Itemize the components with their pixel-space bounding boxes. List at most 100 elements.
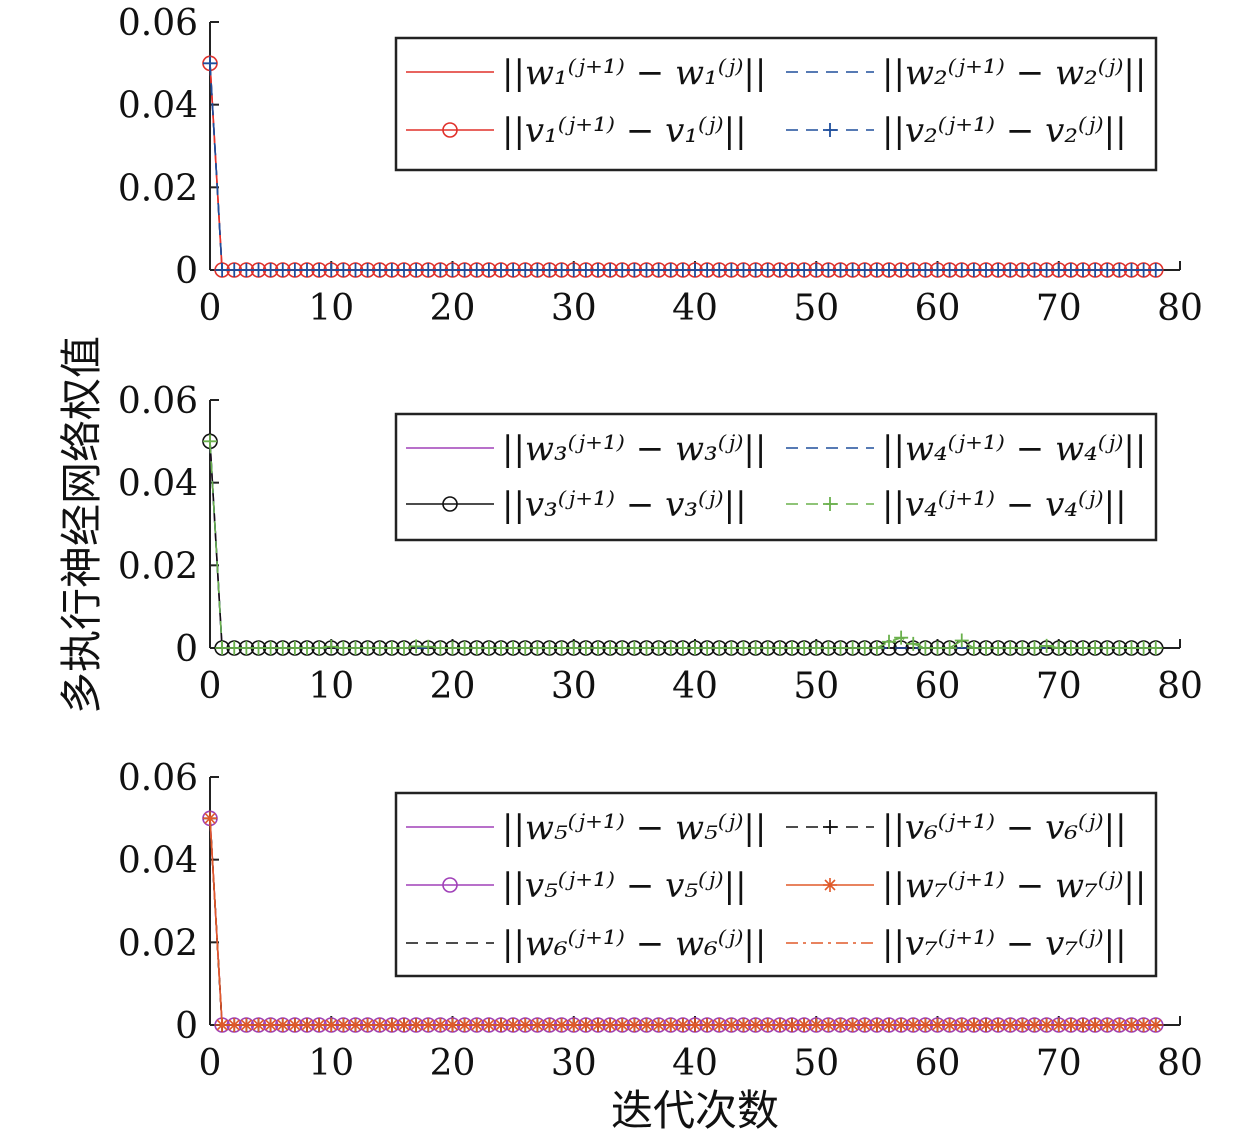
data-point <box>942 641 957 655</box>
data-point <box>1100 263 1115 277</box>
legend-box <box>394 412 1158 542</box>
data-point <box>457 263 472 277</box>
legend-label: ||v₂⁽ʲ⁺¹⁾ − v₂⁽ʲ⁾|| <box>882 111 1127 151</box>
data-point <box>336 263 351 277</box>
data-point <box>639 263 654 277</box>
data-point <box>1124 1018 1139 1032</box>
data-point <box>397 641 411 655</box>
data-point <box>1076 263 1090 277</box>
x-tick-label: 50 <box>793 1043 839 1084</box>
data-point <box>1003 263 1018 277</box>
data-point <box>1039 263 1054 277</box>
x-tick-label: 10 <box>308 1043 354 1084</box>
data-point <box>263 641 278 655</box>
data-point <box>748 263 763 277</box>
data-point <box>287 641 302 655</box>
data-point <box>821 263 836 277</box>
data-point <box>627 641 642 655</box>
data-point <box>312 641 327 655</box>
data-point <box>287 263 302 277</box>
data-point <box>554 1018 569 1032</box>
data-point <box>215 263 230 277</box>
data-point <box>203 56 217 71</box>
data-point <box>1124 641 1139 655</box>
data-point <box>1112 263 1127 277</box>
data-point <box>421 639 436 654</box>
x-tick-label: 0 <box>199 288 222 329</box>
data-point <box>1063 263 1078 277</box>
data-point <box>542 641 557 655</box>
legend-label: ||w₆⁽ʲ⁺¹⁾ − w₆⁽ʲ⁾|| <box>502 924 766 964</box>
legend-label: ||v₁⁽ʲ⁺¹⁾ − v₁⁽ʲ⁾|| <box>502 111 747 151</box>
data-point <box>348 1018 363 1032</box>
data-point <box>1088 263 1103 277</box>
x-tick-label: 0 <box>199 1043 222 1084</box>
data-point <box>1148 641 1163 655</box>
legend-swatch-marker <box>442 496 458 512</box>
data-point <box>785 263 799 277</box>
data-point <box>445 263 460 277</box>
data-point <box>627 263 642 277</box>
data-point <box>506 641 521 655</box>
x-tick-label: 30 <box>551 1043 597 1084</box>
data-point <box>700 641 715 655</box>
x-tick-label: 0 <box>199 666 222 707</box>
data-point <box>772 263 787 277</box>
data-point <box>457 1018 472 1032</box>
data-point <box>882 263 896 277</box>
data-point <box>857 641 872 655</box>
subplot-3: 0 10 20 30 40 50 60 70 80 0 0.02 0.04 0.06 ||w₅⁽ʲ⁺¹⁾ … <box>118 758 1203 1084</box>
data-point <box>966 641 981 655</box>
y-tick-label: 0.04 <box>118 841 198 882</box>
legend-swatch-marker <box>823 123 837 137</box>
legend-label: ||v₇⁽ʲ⁺¹⁾ − v₇⁽ʲ⁾|| <box>882 924 1127 964</box>
data-point <box>348 263 363 277</box>
x-tick-label: 50 <box>793 288 839 329</box>
x-tick-label: 10 <box>308 288 354 329</box>
data-point <box>918 641 933 655</box>
data-point <box>603 641 618 655</box>
data-point <box>275 641 290 655</box>
data-point <box>833 641 848 655</box>
data-point <box>300 263 314 277</box>
data-point <box>348 641 363 655</box>
data-point <box>494 641 508 655</box>
data-point <box>578 263 593 277</box>
data-point <box>979 641 993 655</box>
data-point <box>215 641 230 655</box>
data-point <box>481 641 496 655</box>
data-point <box>445 641 460 655</box>
x-tick-label: 70 <box>1036 666 1082 707</box>
data-point <box>833 263 848 277</box>
legend-label: ||v₃⁽ʲ⁺¹⁾ − v₃⁽ʲ⁾|| <box>502 485 747 525</box>
data-point <box>700 263 715 277</box>
legend-label: ||v₄⁽ʲ⁺¹⁾ − v₄⁽ʲ⁾|| <box>882 485 1127 525</box>
data-point <box>954 1018 969 1032</box>
x-tick-label: 30 <box>551 288 597 329</box>
data-point <box>651 263 666 277</box>
data-point <box>1039 638 1054 653</box>
legend-swatch-marker <box>823 497 837 511</box>
data-point <box>979 1018 993 1032</box>
data-point <box>688 263 702 277</box>
data-point <box>663 641 678 655</box>
data-point <box>724 263 739 277</box>
data-point <box>772 1018 787 1032</box>
subplot-1: 0 10 20 30 40 50 60 70 80 0 0.02 0.04 0.06 ||w₁⁽ʲ⁺¹⁾ … <box>118 3 1203 329</box>
data-point <box>384 263 399 277</box>
data-point <box>918 263 933 277</box>
data-point <box>942 263 957 277</box>
data-point <box>481 1018 496 1032</box>
data-point <box>906 636 921 651</box>
data-point <box>603 1018 618 1032</box>
data-point <box>857 1018 872 1032</box>
data-point <box>530 1018 545 1032</box>
data-point <box>894 263 909 277</box>
y-tick-label: 0 <box>175 629 198 670</box>
data-point <box>979 263 993 277</box>
x-tick-label: 70 <box>1036 1043 1082 1084</box>
x-axis-title: 迭代次数 <box>611 1086 779 1135</box>
data-point <box>372 263 387 277</box>
y-tick-label: 0 <box>175 1006 198 1047</box>
data-point <box>615 641 630 655</box>
